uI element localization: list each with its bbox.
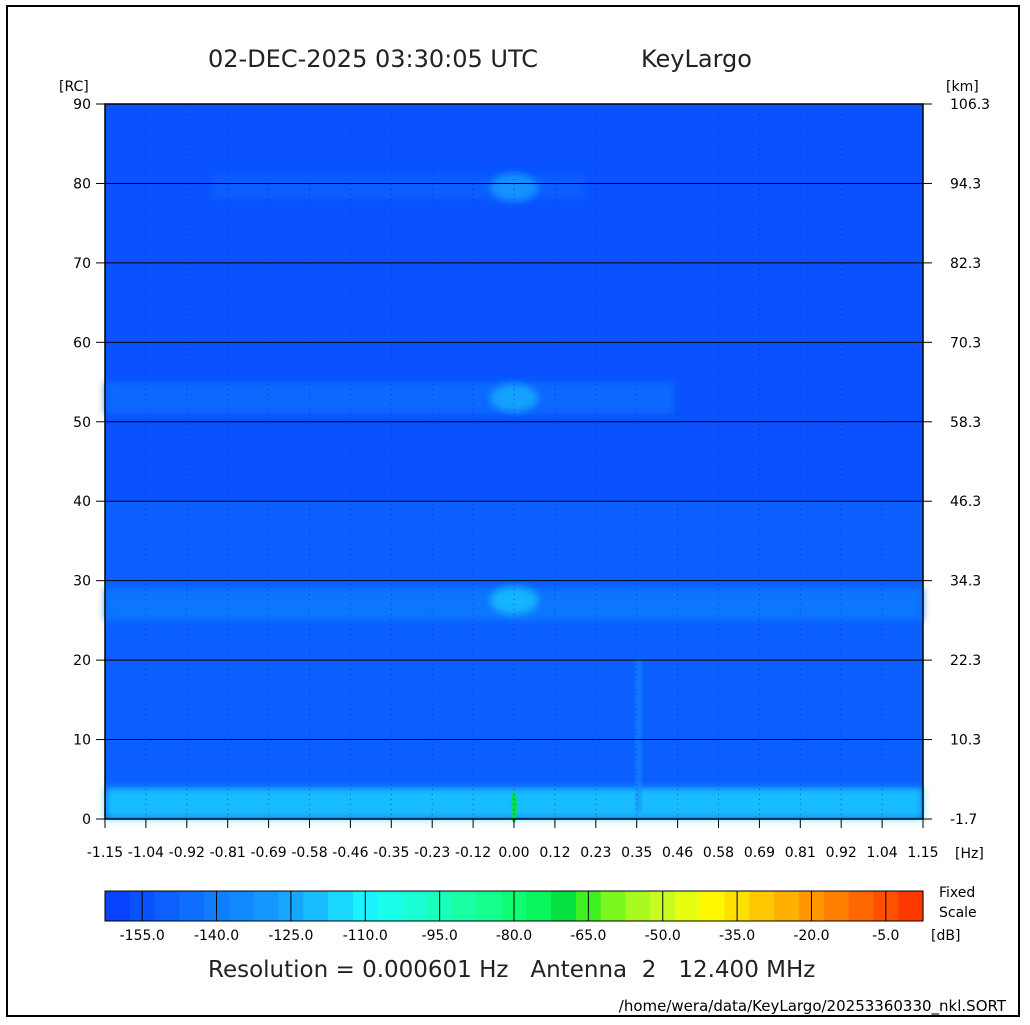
figure-frame (6, 5, 1020, 1017)
y-tick-label: 20 (73, 653, 91, 669)
y-tick-label: 0 (82, 812, 91, 828)
colorbar-swatch (452, 891, 478, 921)
colorbar-swatch (848, 891, 875, 921)
colorbar-tick-label: -50.0 (645, 928, 681, 944)
x-tick-label: -1.04 (128, 845, 164, 861)
colorbar: -155.0 -140.0 -125.0 -110.0 -95.0 -80.0 -65.0 -… (104, 890, 924, 944)
plot-area (104, 103, 924, 824)
colorbar-tick-label: -80.0 (496, 928, 532, 944)
x-tick-label: 0.35 (621, 845, 652, 861)
colorbar-swatch (154, 891, 180, 921)
colorbar-tick-label: -140.0 (194, 928, 239, 944)
y-tick-label: 80 (73, 176, 91, 192)
x-tick-label: 1.15 (907, 845, 938, 861)
x-tick-label: -0.23 (414, 845, 450, 861)
x-tick-label: 0.58 (703, 845, 734, 861)
colorbar-swatch (476, 891, 503, 921)
y2-tick-label: 22.3 (950, 653, 981, 669)
y-tick-label: 10 (73, 733, 91, 749)
heatmap-peak-5 (490, 586, 538, 615)
colorbar-swatch (600, 891, 627, 921)
y-tick-label: 30 (73, 574, 91, 590)
x-axis: -1.15 -1.04 -0.92 -0.81 -0.69 -0.58 -0.46 -0.35… (87, 819, 939, 861)
x-tick-label: 1.04 (867, 845, 898, 861)
colorbar-swatch (898, 891, 924, 921)
colorbar-swatch (253, 891, 280, 921)
colorbar-tick-label: -155.0 (120, 928, 165, 944)
colorbar-swatch (699, 891, 726, 921)
heatmap-region-3 (105, 382, 675, 414)
x-tick-label: -0.46 (332, 845, 368, 861)
colorbar-tick-label: -95.0 (422, 928, 458, 944)
chart-title-datetime: 02-DEC-2025 03:30:05 UTC (208, 45, 538, 73)
y-axis: 0 10 20 30 40 50 60 70 80 90 (73, 97, 105, 828)
y2-tick-label: 58.3 (950, 415, 981, 431)
colorbar-swatch (774, 891, 800, 921)
y-tick-label: 70 (73, 256, 91, 272)
x-tick-label: 0.23 (580, 845, 611, 861)
y2-tick-label: 82.3 (950, 256, 981, 272)
x-tick-label: 0.00 (498, 845, 529, 861)
x-tick-label: -0.58 (291, 845, 327, 861)
y2-tick-label: 10.3 (950, 733, 981, 749)
colorbar-swatch (228, 891, 255, 921)
colorbar-swatch (675, 891, 701, 921)
y2-tick-label: 94.3 (950, 176, 981, 192)
x-tick-label: 0.69 (744, 845, 775, 861)
heatmap-streak-9 (635, 660, 642, 812)
colorbar-tick-label: -20.0 (793, 928, 829, 944)
x-tick-label: 0.46 (662, 845, 693, 861)
x-tick-label: 0.81 (785, 845, 816, 861)
x-tick-label: -1.15 (87, 845, 123, 861)
x-tick-label: 0.92 (826, 845, 857, 861)
x-axis-label: [Hz] (955, 846, 984, 862)
colorbar-swatch (749, 891, 775, 921)
colorbar-label-fixed: Fixed (939, 885, 975, 901)
x-tick-label: -0.12 (455, 845, 491, 861)
colorbar-tick-label: -110.0 (343, 928, 388, 944)
y2-tick-label: 46.3 (950, 494, 981, 510)
heatmap-peak-6 (490, 383, 538, 412)
x-tick-label: -0.35 (373, 845, 409, 861)
colorbar-tick-label: -65.0 (570, 928, 606, 944)
colorbar-tick-label: -35.0 (719, 928, 755, 944)
y2-tick-label: 34.3 (950, 574, 981, 590)
y-tick-label: 60 (73, 335, 91, 351)
y-axis-label: [RC] (59, 79, 89, 95)
colorbar-swatch (402, 891, 428, 921)
y2-tick-label: 70.3 (950, 335, 981, 351)
colorbar-swatch (551, 891, 577, 921)
colorbar-tick-label: -5.0 (872, 928, 899, 944)
colorbar-tick-label: -125.0 (268, 928, 313, 944)
x-tick-label: -0.81 (210, 845, 246, 861)
colorbar-swatch (303, 891, 329, 921)
colorbar-label-scale: Scale (939, 905, 977, 921)
file-path: /home/wera/data/KeyLargo/20253360330_nkl… (619, 997, 1007, 1016)
colorbar-swatch (526, 891, 552, 921)
heatmap-region-4 (211, 175, 586, 200)
colorbar-swatch (328, 891, 354, 921)
y2-tick-label: -1.7 (950, 812, 977, 828)
x-tick-label: 0.12 (539, 845, 570, 861)
y-tick-label: 40 (73, 494, 91, 510)
y-tick-label: 50 (73, 415, 91, 431)
colorbar-swatch (105, 891, 131, 921)
x-tick-label: -0.92 (169, 845, 205, 861)
colorbar-unit: [dB] (931, 928, 960, 944)
colorbar-swatch (625, 891, 651, 921)
colorbar-swatch (179, 891, 205, 921)
chart-title-station: KeyLargo (641, 45, 752, 73)
y2-tick-label: 106.3 (950, 97, 990, 113)
resolution-caption: Resolution = 0.000601 Hz Antenna 2 12.40… (208, 957, 815, 983)
heatmap-peak-7 (490, 173, 538, 202)
grid-lines (104, 104, 924, 819)
heatmap-peak-8 (511, 791, 517, 824)
y-tick-label: 90 (73, 97, 91, 113)
colorbar-swatch (823, 891, 850, 921)
colorbar-swatch (377, 891, 404, 921)
y2-axis: -1.7 10.3 22.3 34.3 46.3 58.3 70.3 82.3 94.3 106.… (923, 97, 990, 828)
x-tick-label: -0.69 (250, 845, 286, 861)
y2-axis-label: [km] (946, 79, 979, 95)
